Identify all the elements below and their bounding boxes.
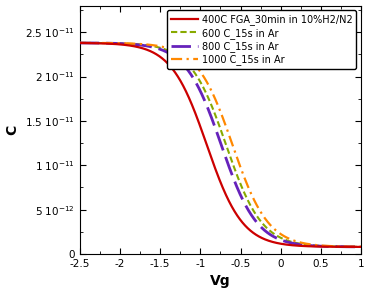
Line: 600 C_15s in Ar: 600 C_15s in Ar [80,43,361,247]
1000 C_15s in Ar [353,245,358,248]
1000 C_15s in Ar [359,245,363,248]
800 C_15s in Ar [78,41,82,45]
Legend: 400C FGA_30min in 10%H2/N2, 600 C_15s in Ar, 800 C_15s in Ar, 1000 C_15s in Ar: 400C FGA_30min in 10%H2/N2, 600 C_15s in… [166,10,356,69]
Line: 800 C_15s in Ar: 800 C_15s in Ar [80,43,361,247]
400C FGA_30min in 10%H2/N2 [185,93,190,97]
1000 C_15s in Ar [126,42,131,45]
400C FGA_30min in 10%H2/N2 [359,245,363,249]
600 C_15s in Ar [110,41,114,45]
600 C_15s in Ar [78,41,82,45]
600 C_15s in Ar [198,79,202,83]
400C FGA_30min in 10%H2/N2 [353,245,358,249]
400C FGA_30min in 10%H2/N2 [126,44,131,47]
600 C_15s in Ar [185,62,190,66]
800 C_15s in Ar [359,245,363,249]
1000 C_15s in Ar [110,41,114,45]
Y-axis label: C: C [6,125,20,135]
X-axis label: Vg: Vg [210,274,231,288]
800 C_15s in Ar [126,42,131,46]
Line: 1000 C_15s in Ar: 1000 C_15s in Ar [80,43,361,247]
1000 C_15s in Ar [185,56,190,60]
600 C_15s in Ar [359,245,363,249]
1000 C_15s in Ar [198,69,202,73]
600 C_15s in Ar [353,245,358,248]
800 C_15s in Ar [323,245,327,248]
800 C_15s in Ar [185,68,190,72]
800 C_15s in Ar [110,41,114,45]
1000 C_15s in Ar [78,41,82,45]
600 C_15s in Ar [126,42,131,46]
400C FGA_30min in 10%H2/N2 [198,123,202,127]
400C FGA_30min in 10%H2/N2 [78,41,82,45]
1000 C_15s in Ar [323,244,327,248]
600 C_15s in Ar [323,244,327,248]
800 C_15s in Ar [353,245,358,249]
400C FGA_30min in 10%H2/N2 [323,245,327,248]
400C FGA_30min in 10%H2/N2 [110,42,114,46]
800 C_15s in Ar [198,88,202,92]
Line: 400C FGA_30min in 10%H2/N2: 400C FGA_30min in 10%H2/N2 [80,43,361,247]
